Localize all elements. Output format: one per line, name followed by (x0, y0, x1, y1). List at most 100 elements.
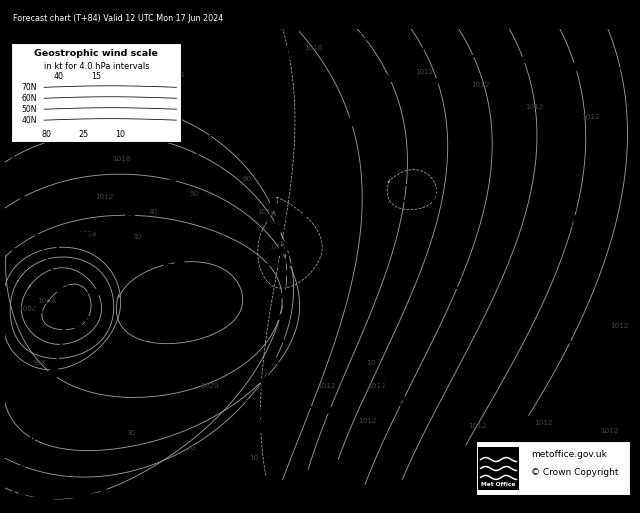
Text: 1020: 1020 (138, 116, 156, 123)
Polygon shape (430, 78, 442, 87)
Text: 60N: 60N (22, 94, 37, 103)
Text: Met Office: Met Office (481, 482, 516, 487)
Text: 1016: 1016 (113, 156, 131, 163)
Polygon shape (294, 258, 306, 267)
Polygon shape (267, 114, 280, 124)
Polygon shape (145, 194, 158, 204)
Polygon shape (458, 50, 470, 61)
Polygon shape (273, 224, 286, 233)
Polygon shape (272, 333, 285, 343)
Text: 1012: 1012 (367, 383, 386, 389)
Text: 10: 10 (365, 361, 375, 366)
Text: in kt for 4.0 hPa intervals: in kt for 4.0 hPa intervals (44, 62, 149, 71)
Text: 50N: 50N (22, 105, 37, 114)
Polygon shape (232, 58, 246, 68)
Polygon shape (35, 402, 47, 410)
Polygon shape (278, 289, 291, 298)
Text: 1005: 1005 (253, 419, 299, 437)
Polygon shape (22, 211, 35, 221)
Polygon shape (56, 286, 67, 295)
Polygon shape (0, 245, 12, 255)
Polygon shape (26, 243, 39, 253)
Polygon shape (266, 158, 279, 167)
Polygon shape (513, 56, 524, 67)
Polygon shape (47, 365, 60, 373)
Text: Geostrophic wind scale: Geostrophic wind scale (35, 49, 158, 58)
Text: 10: 10 (249, 455, 259, 461)
Polygon shape (406, 70, 416, 80)
Text: 50: 50 (189, 191, 198, 198)
Polygon shape (218, 101, 232, 111)
Text: 40N: 40N (22, 115, 37, 125)
Ellipse shape (68, 370, 79, 378)
Text: 1020: 1020 (200, 383, 219, 389)
Polygon shape (273, 71, 287, 81)
Polygon shape (18, 491, 29, 502)
Polygon shape (150, 473, 163, 483)
Polygon shape (57, 328, 70, 336)
Polygon shape (231, 415, 243, 425)
Polygon shape (275, 439, 287, 447)
Polygon shape (376, 37, 388, 48)
Ellipse shape (3, 38, 13, 48)
Text: H: H (535, 328, 546, 341)
Polygon shape (285, 28, 298, 38)
Polygon shape (181, 160, 193, 170)
Text: metoffice.gov.uk: metoffice.gov.uk (531, 450, 607, 459)
Polygon shape (1, 55, 13, 63)
Polygon shape (16, 456, 28, 465)
Text: H: H (431, 264, 442, 277)
Polygon shape (42, 383, 54, 392)
Text: 1026: 1026 (143, 327, 189, 345)
Text: 1008: 1008 (531, 455, 550, 461)
Polygon shape (10, 475, 22, 483)
Text: 996: 996 (33, 361, 47, 366)
Text: 1004: 1004 (262, 252, 308, 270)
Polygon shape (29, 420, 41, 429)
Polygon shape (195, 141, 208, 151)
Ellipse shape (277, 406, 289, 414)
Text: 1017: 1017 (426, 275, 472, 293)
Polygon shape (257, 376, 270, 385)
Polygon shape (22, 438, 35, 447)
Text: 1012: 1012 (525, 104, 543, 110)
Text: 80: 80 (41, 130, 51, 139)
Ellipse shape (33, 235, 44, 245)
Text: 1012: 1012 (358, 418, 376, 424)
Text: 985: 985 (60, 314, 95, 332)
Polygon shape (164, 178, 177, 188)
Polygon shape (485, 53, 497, 64)
Text: 1016: 1016 (305, 45, 323, 50)
Text: 1012: 1012 (415, 69, 433, 75)
Text: L: L (61, 302, 69, 315)
Polygon shape (11, 173, 24, 182)
Polygon shape (266, 136, 279, 145)
Polygon shape (195, 448, 207, 458)
Text: 1000: 1000 (18, 306, 36, 312)
Ellipse shape (353, 102, 362, 110)
Polygon shape (267, 180, 280, 189)
Polygon shape (623, 64, 634, 74)
Bar (478, 447, 519, 490)
Polygon shape (73, 491, 84, 502)
Text: 1024: 1024 (166, 72, 184, 78)
Text: 10: 10 (115, 130, 125, 139)
Polygon shape (274, 421, 286, 429)
Polygon shape (278, 50, 292, 60)
Text: © Crown Copyright: © Crown Copyright (531, 468, 618, 478)
Polygon shape (4, 134, 17, 143)
Ellipse shape (324, 9, 334, 17)
Polygon shape (26, 440, 37, 448)
Text: Forecast chart (T+84) Valid 12 UTC Mon 17 Jun 2024: Forecast chart (T+84) Valid 12 UTC Mon 1… (13, 14, 223, 23)
Text: L: L (401, 176, 409, 189)
Text: 1012: 1012 (600, 428, 619, 433)
Polygon shape (540, 59, 552, 70)
Text: 70N: 70N (22, 83, 37, 92)
Text: 1012: 1012 (582, 114, 600, 120)
Polygon shape (276, 311, 290, 320)
Polygon shape (13, 475, 23, 483)
Polygon shape (125, 209, 138, 219)
Polygon shape (449, 91, 461, 101)
Ellipse shape (346, 117, 355, 127)
Polygon shape (284, 243, 295, 252)
